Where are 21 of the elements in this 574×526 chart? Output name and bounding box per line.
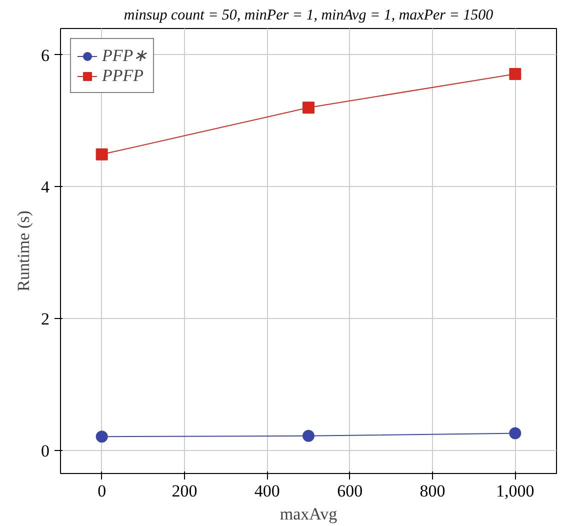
- point: [96, 430, 108, 443]
- legend-label: PFP∗: [102, 45, 148, 66]
- chart-title: minsup count = 50, minPer = 1, minAvg = 1, maxPer = 1500: [124, 8, 494, 24]
- x-tick-label: 1,000: [496, 482, 534, 500]
- point: [96, 148, 108, 160]
- point: [302, 102, 314, 114]
- x-tick-label: 200: [172, 482, 198, 500]
- x-tick-label: 400: [254, 482, 280, 500]
- y-tick-label: 4: [41, 178, 50, 197]
- point: [509, 427, 522, 440]
- y-tick-label: 6: [41, 46, 50, 65]
- y-tick-label: 0: [41, 441, 50, 460]
- point: [302, 430, 314, 442]
- legend-label: PPFP: [102, 66, 144, 86]
- point: [509, 68, 522, 80]
- y-tick-label: 2: [41, 310, 50, 329]
- y-axis-title: Runtime (s): [14, 210, 33, 292]
- x-axis-title: maxAvg: [280, 504, 338, 524]
- x-tick-label: 0: [98, 482, 106, 500]
- x-tick-label: 800: [420, 482, 446, 500]
- x-tick-label: 600: [337, 482, 363, 500]
